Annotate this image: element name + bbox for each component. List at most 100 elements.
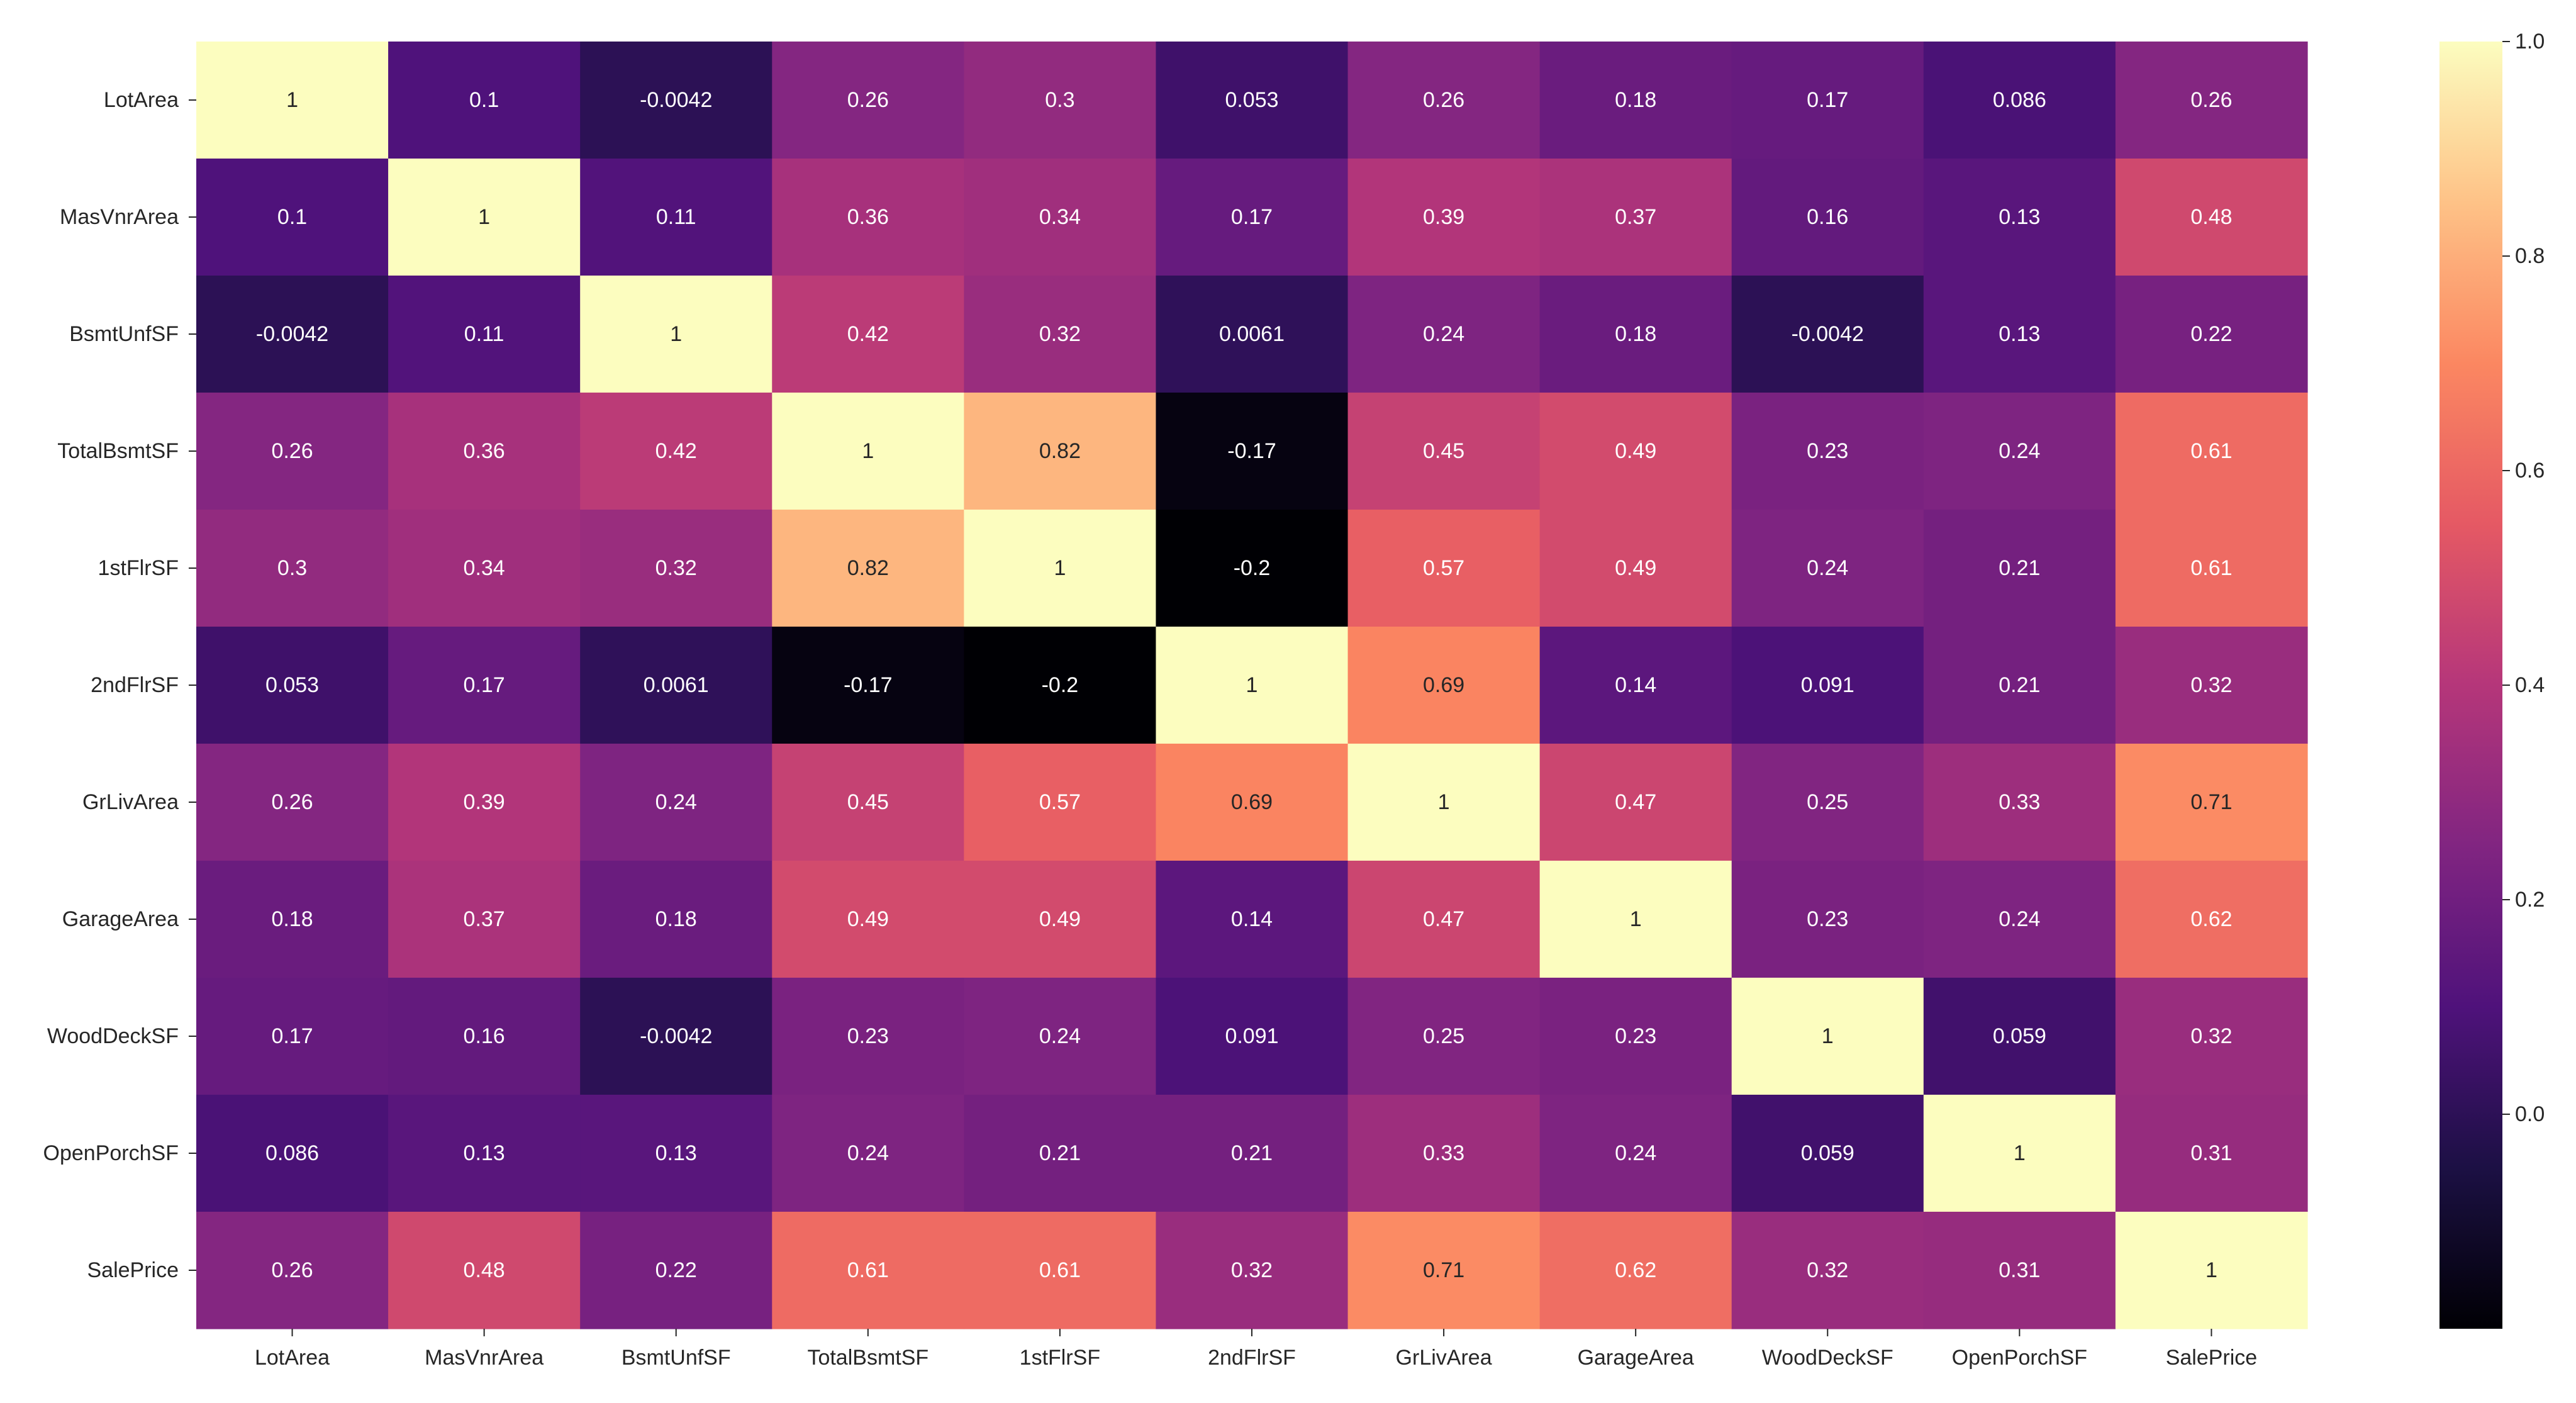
heatmap-cell-r9-c1 <box>388 1095 581 1212</box>
cell-annotation: 0.0061 <box>644 673 709 697</box>
cell-annotation: 0.45 <box>847 790 889 814</box>
cell-annotation: 0.16 <box>1807 205 1848 229</box>
cell-annotation: 0.32 <box>2190 673 2232 697</box>
cell-annotation: 0.18 <box>655 907 697 931</box>
column-label-1stflrsf: 1stFlrSF <box>1020 1346 1100 1370</box>
heatmap-cell-r1-c7 <box>1539 159 1732 276</box>
heatmap-cell-r10-c4 <box>964 1212 1157 1329</box>
heatmap-cell-r8-c9 <box>1923 978 2116 1095</box>
heatmap-cell-r3-c1 <box>388 393 581 510</box>
heatmap-cell-r1-c10 <box>2115 159 2308 276</box>
cell-annotation: 0.57 <box>1039 790 1081 814</box>
cell-annotation: 0.22 <box>655 1258 697 1282</box>
cell-annotation: 0.25 <box>1807 790 1848 814</box>
heatmap-cell-r9-c2 <box>580 1095 772 1212</box>
heatmap-cell-r0-c7 <box>1539 42 1732 159</box>
column-label-lotarea: LotArea <box>255 1346 330 1370</box>
cell-annotation: 0.33 <box>1999 790 2040 814</box>
heatmap-cell-r8-c5 <box>1156 978 1349 1095</box>
heatmap-cell-r6-c5 <box>1156 744 1349 861</box>
heatmap-cell-r3-c9 <box>1923 393 2116 510</box>
heatmap-cell-r0-c4 <box>964 42 1157 159</box>
cell-annotation: 0.21 <box>1231 1141 1273 1165</box>
heatmap-cell-r8-c6 <box>1347 978 1541 1095</box>
heatmap-cell-r1-c0 <box>196 159 389 276</box>
cell-annotation: 0.24 <box>1039 1024 1081 1048</box>
heatmap-cell-r5-c6 <box>1347 627 1541 744</box>
heatmap-cell-r5-c8 <box>1731 627 1924 744</box>
heatmap-cell-r4-c6 <box>1347 510 1541 627</box>
heatmap-cell-r1-c8 <box>1731 159 1924 276</box>
heatmap-cell-r1-c2 <box>580 159 772 276</box>
column-label-masvnrarea: MasVnrArea <box>425 1346 544 1370</box>
cell-annotation: 0.086 <box>1993 88 2046 112</box>
heatmap-cell-r7-c1 <box>388 861 581 978</box>
cell-annotation: 0.71 <box>2190 790 2232 814</box>
heatmap-cell-r7-c6 <box>1347 861 1541 978</box>
heatmap-cell-r5-c2 <box>580 627 772 744</box>
cell-annotation: 0.0061 <box>1219 322 1285 346</box>
cell-annotation: 0.49 <box>1615 439 1656 463</box>
heatmap-cell-r3-c0 <box>196 393 389 510</box>
cell-annotation: 0.32 <box>655 556 697 580</box>
colorbar-gradient <box>2439 42 2502 1329</box>
cell-annotation: 0.22 <box>2190 322 2232 346</box>
heatmap-cell-r4-c8 <box>1731 510 1924 627</box>
cell-annotation: 0.62 <box>1615 1258 1656 1282</box>
cell-annotation: 0.47 <box>1615 790 1656 814</box>
heatmap-cell-r5-c0 <box>196 627 389 744</box>
heatmap-annotations: 1 0.1 -0.0042 0.26 0.3 0.053 0.26 0.18 0.17 0.086… <box>256 88 2233 1282</box>
cell-annotation: 0.053 <box>265 673 319 697</box>
cell-annotation: 0.21 <box>1999 673 2040 697</box>
colorbar-tick-label: 0.6 <box>2515 459 2545 483</box>
colorbar: 0.0 0.2 0.4 0.6 0.8 1.0 <box>2439 30 2545 1329</box>
cell-annotation: 0.059 <box>1993 1024 2046 1048</box>
cell-annotation: 1 <box>1054 556 1066 580</box>
heatmap-cell-r4-c2 <box>580 510 772 627</box>
cell-annotation: 0.42 <box>847 322 889 346</box>
cell-annotation: 0.23 <box>1807 439 1848 463</box>
cell-annotation: 1 <box>670 322 682 346</box>
cell-annotation: 0.26 <box>271 1258 313 1282</box>
cell-annotation: 0.26 <box>271 439 313 463</box>
heatmap-cell-r0-c3 <box>772 42 964 159</box>
heatmap-cell-r6-c6 <box>1347 744 1541 861</box>
row-label-openporchsf: OpenPorchSF <box>43 1141 179 1165</box>
heatmap-cells <box>196 42 2308 1329</box>
cell-annotation: 0.82 <box>1039 439 1081 463</box>
cell-annotation: -0.17 <box>1227 439 1276 463</box>
cell-annotation: 0.45 <box>1423 439 1464 463</box>
cell-annotation: 0.31 <box>1999 1258 2040 1282</box>
heatmap-cell-r3-c3 <box>772 393 964 510</box>
cell-annotation: 1 <box>862 439 874 463</box>
cell-annotation: 0.091 <box>1225 1024 1278 1048</box>
cell-annotation: 0.62 <box>2190 907 2232 931</box>
cell-annotation: -0.0042 <box>640 1024 712 1048</box>
cell-annotation: 0.17 <box>1807 88 1848 112</box>
row-label-grlivarea: GrLivArea <box>82 790 179 814</box>
cell-annotation: 0.32 <box>1231 1258 1273 1282</box>
row-tick-labels: LotArea MasVnrArea BsmtUnfSF TotalBsmtSF 1st… <box>43 88 196 1282</box>
cell-annotation: 0.17 <box>271 1024 313 1048</box>
heatmap-cell-r5-c5 <box>1156 627 1349 744</box>
heatmap-cell-r7-c10 <box>2115 861 2308 978</box>
cell-annotation: -0.2 <box>1042 673 1079 697</box>
heatmap-cell-r5-c1 <box>388 627 581 744</box>
cell-annotation: 1 <box>1822 1024 1834 1048</box>
heatmap-cell-r0-c8 <box>1731 42 1924 159</box>
heatmap-cell-r10-c0 <box>196 1212 389 1329</box>
row-label-1stflrsf: 1stFlrSF <box>98 556 179 580</box>
heatmap-cell-r8-c0 <box>196 978 389 1095</box>
heatmap-cell-r7-c3 <box>772 861 964 978</box>
cell-annotation: 0.18 <box>1615 88 1656 112</box>
heatmap-cell-r2-c2 <box>580 276 772 393</box>
heatmap-cell-r5-c9 <box>1923 627 2116 744</box>
cell-annotation: 0.32 <box>1807 1258 1848 1282</box>
heatmap-cell-r7-c9 <box>1923 861 2116 978</box>
heatmap-cell-r1-c5 <box>1156 159 1349 276</box>
cell-annotation: 0.17 <box>1231 205 1273 229</box>
cell-annotation: 0.48 <box>2190 205 2232 229</box>
cell-annotation: 0.37 <box>464 907 505 931</box>
